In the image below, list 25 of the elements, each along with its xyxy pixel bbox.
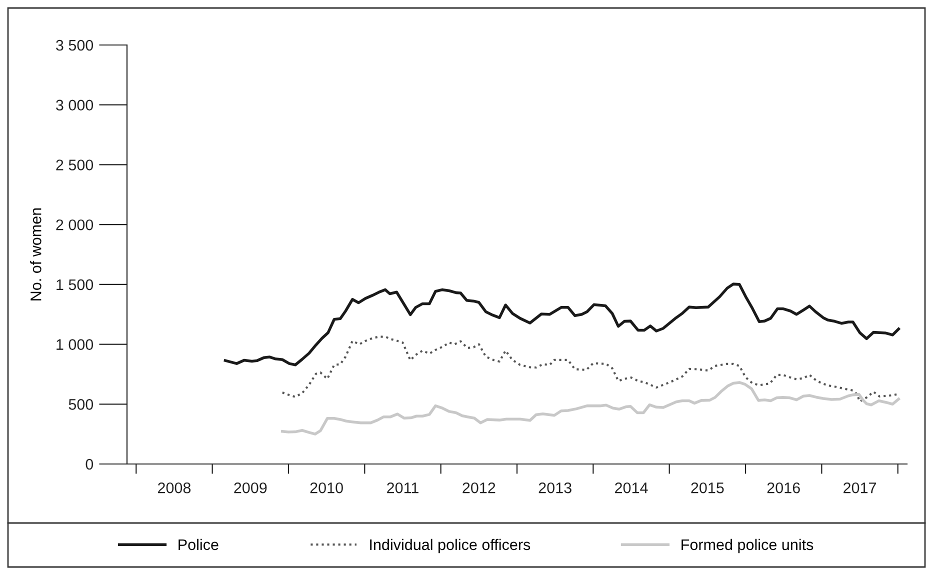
x-tick-label: 2010 [310,482,343,494]
y-tick-label: 3 500 [56,40,94,51]
y-tick-label: 2 500 [56,160,94,170]
x-tick-label: 2016 [767,482,800,494]
y-tick-label: 1 500 [56,279,94,290]
y-tick-label: 1 000 [56,339,94,350]
x-tick-label: 2012 [462,482,496,494]
x-tick-label: 2017 [844,482,876,494]
x-tick-label: 2009 [234,482,267,494]
y-axis-title: No. of women [30,208,42,300]
x-tick-label: 2013 [538,482,572,494]
x-tick-label: 2008 [158,482,191,494]
legend-label: Police [178,538,218,550]
x-tick-label: 2011 [387,482,418,494]
legend-label: Individual police officers [370,538,530,554]
y-tick-label: 3 000 [56,100,94,111]
legend-label: Formed police units [682,538,814,554]
line-series [281,381,900,436]
y-tick-label: 500 [68,399,94,410]
x-tick-label: 2015 [691,482,724,494]
x-tick-label: 2014 [615,482,648,494]
y-tick-label: 0 [86,458,94,470]
line-series [281,336,900,403]
y-tick-label: 2 000 [56,219,94,230]
line-series [224,282,900,366]
